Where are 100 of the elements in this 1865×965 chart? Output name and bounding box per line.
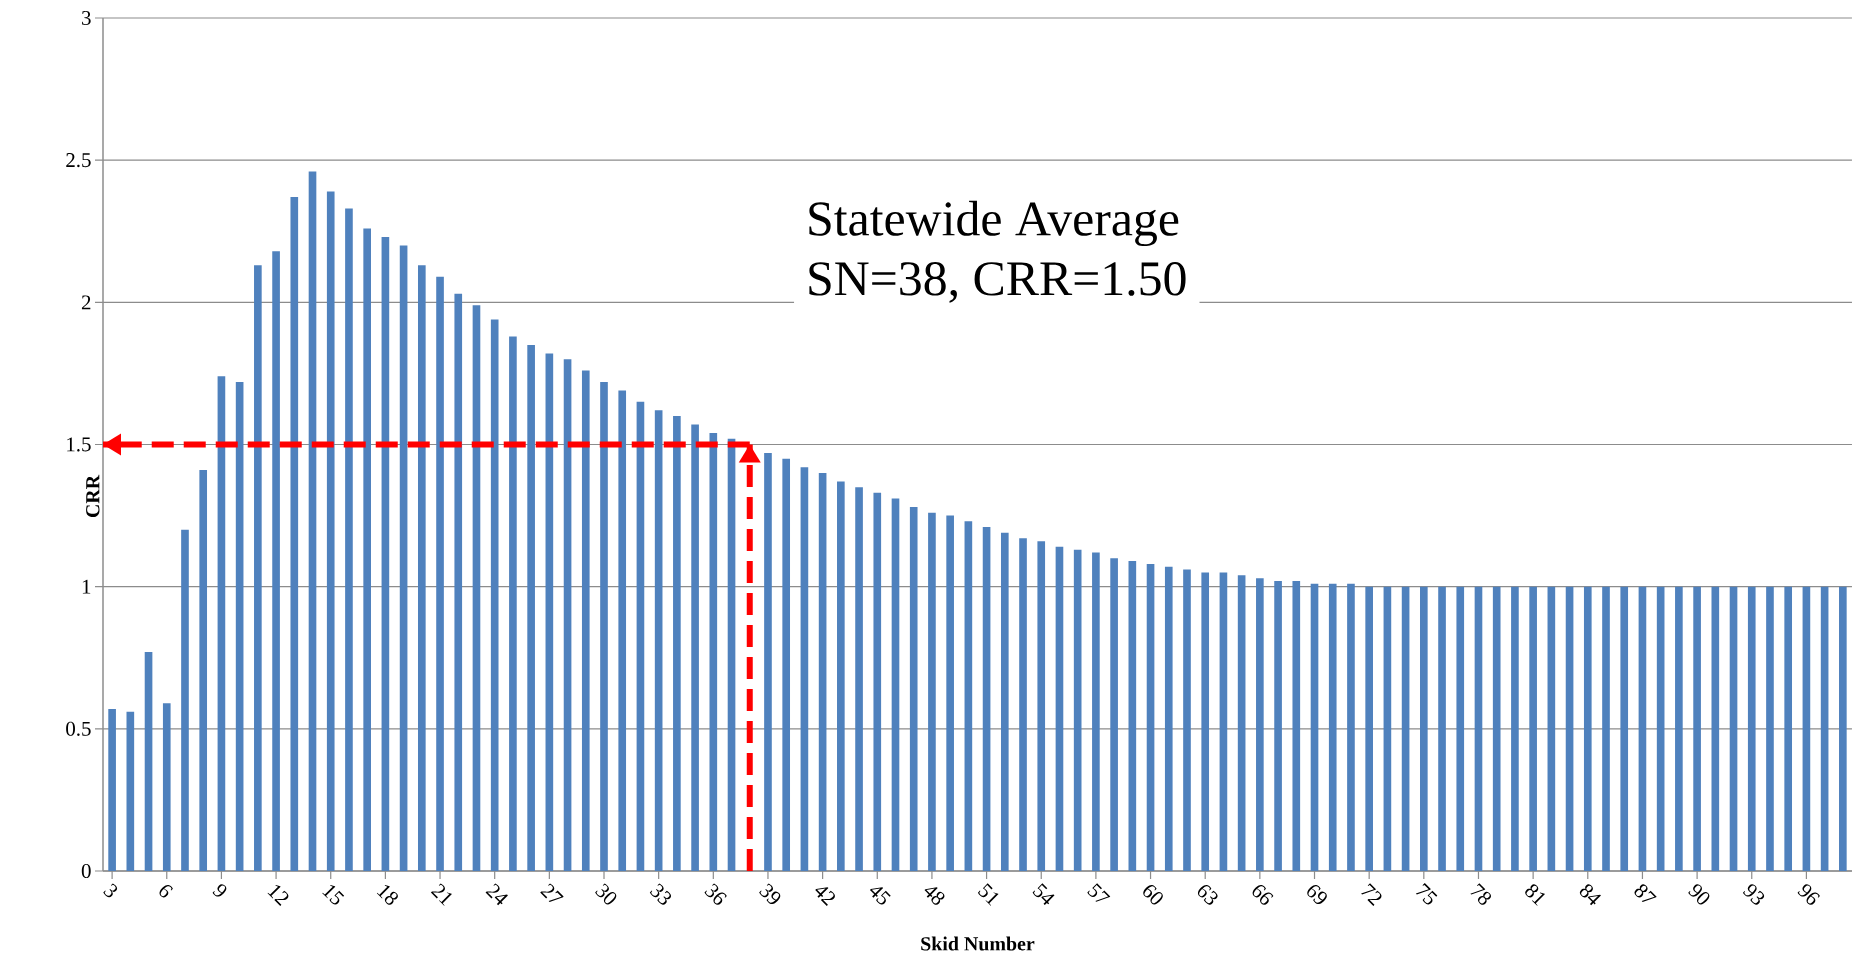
bar <box>1438 586 1446 871</box>
x-tick-label: 66 <box>1252 885 1274 905</box>
bar <box>144 652 153 871</box>
bar <box>800 467 809 871</box>
bar <box>1529 586 1537 871</box>
annotation: Statewide Average <box>809 200 1179 247</box>
bar <box>581 370 590 871</box>
bar <box>673 416 681 871</box>
bar <box>873 492 882 871</box>
x-tick-label: 36 <box>704 883 727 905</box>
bar <box>1784 586 1793 871</box>
bar <box>636 401 645 871</box>
bar <box>1365 586 1373 871</box>
bar <box>837 481 845 871</box>
bar <box>1055 546 1064 871</box>
x-tick-label: 42 <box>815 887 835 906</box>
x-tick-label: 90 <box>1688 884 1710 905</box>
bar <box>1000 532 1009 871</box>
bar <box>1328 583 1337 871</box>
x-tick-label: 21 <box>430 883 452 906</box>
bar <box>162 703 171 871</box>
bar <box>217 376 226 871</box>
bar <box>1420 586 1428 871</box>
x-tick-label: 12 <box>267 885 289 906</box>
bar <box>1347 583 1355 871</box>
x-tick-label: 24 <box>485 883 508 906</box>
bar <box>1638 586 1647 871</box>
bar <box>1547 586 1556 871</box>
x-tick-label: 9 <box>212 884 227 897</box>
x-axis-title: Skid Number <box>921 936 1035 951</box>
bar <box>727 438 736 871</box>
y-axis-title: CRR <box>86 474 100 518</box>
y-tick-label: 2.5 <box>66 153 91 168</box>
x-tick-label: 75 <box>1415 883 1438 905</box>
bar <box>764 453 772 871</box>
bar <box>1401 586 1410 871</box>
bar <box>1565 586 1574 871</box>
x-tick-label: 39 <box>759 883 781 904</box>
bar <box>472 305 481 871</box>
bar <box>654 410 663 871</box>
bar <box>1019 538 1027 871</box>
bar <box>1128 561 1137 871</box>
bar <box>1292 580 1301 871</box>
bar <box>1656 586 1665 871</box>
x-tick-label: 72 <box>1361 883 1382 906</box>
bar <box>1820 586 1829 871</box>
bar <box>417 265 426 871</box>
bar <box>545 353 554 871</box>
bar <box>490 319 499 871</box>
x-tick-label: 96 <box>1797 884 1820 905</box>
bar <box>1164 566 1173 871</box>
x-tick-label: 45 <box>869 887 891 905</box>
bar <box>436 276 444 871</box>
bar <box>1693 586 1701 871</box>
bar <box>509 336 517 871</box>
x-tick-label: 27 <box>540 883 564 902</box>
x-tick-label: 57 <box>1087 883 1111 902</box>
bar <box>254 265 262 871</box>
bar <box>1201 572 1210 871</box>
x-tick-label: 3 <box>103 883 118 898</box>
bar <box>946 515 954 871</box>
bar <box>1492 586 1501 871</box>
bar <box>1183 569 1191 871</box>
bar <box>381 236 390 871</box>
bar <box>1511 586 1519 871</box>
bar <box>1602 586 1610 871</box>
x-tick-label: 15 <box>322 885 345 905</box>
bar <box>909 507 918 871</box>
x-tick-label: 30 <box>595 883 617 905</box>
y-tick-label: 1 <box>82 579 91 594</box>
bar <box>1583 586 1592 871</box>
bar <box>1073 549 1082 871</box>
bar <box>891 498 900 871</box>
x-tick-label: 60 <box>1143 885 1163 905</box>
bar <box>1256 578 1264 871</box>
bar <box>1766 586 1774 871</box>
x-tick-label: 51 <box>977 883 999 906</box>
bar <box>326 191 335 871</box>
x-tick-label: 87 <box>1634 884 1657 902</box>
bar <box>1219 572 1228 871</box>
bar <box>1456 586 1465 871</box>
bar <box>1474 586 1483 871</box>
annotation: SN=38, CRR=1.50 <box>809 262 1186 303</box>
bar <box>928 512 936 871</box>
bar <box>1274 580 1282 871</box>
y-tick-label: 0 <box>81 863 91 879</box>
bar <box>855 487 863 871</box>
bar <box>345 208 353 871</box>
x-tick-label: 84 <box>1579 884 1601 906</box>
bar <box>1237 575 1246 871</box>
x-tick-label: 54 <box>1032 883 1055 906</box>
bar <box>1675 586 1683 871</box>
bar <box>308 171 317 871</box>
bar <box>199 470 208 871</box>
bar <box>1747 586 1756 871</box>
bar <box>399 245 408 871</box>
x-tick-label: 63 <box>1197 885 1218 905</box>
bar <box>1146 563 1155 871</box>
bar <box>782 458 791 871</box>
bar <box>1711 586 1720 871</box>
